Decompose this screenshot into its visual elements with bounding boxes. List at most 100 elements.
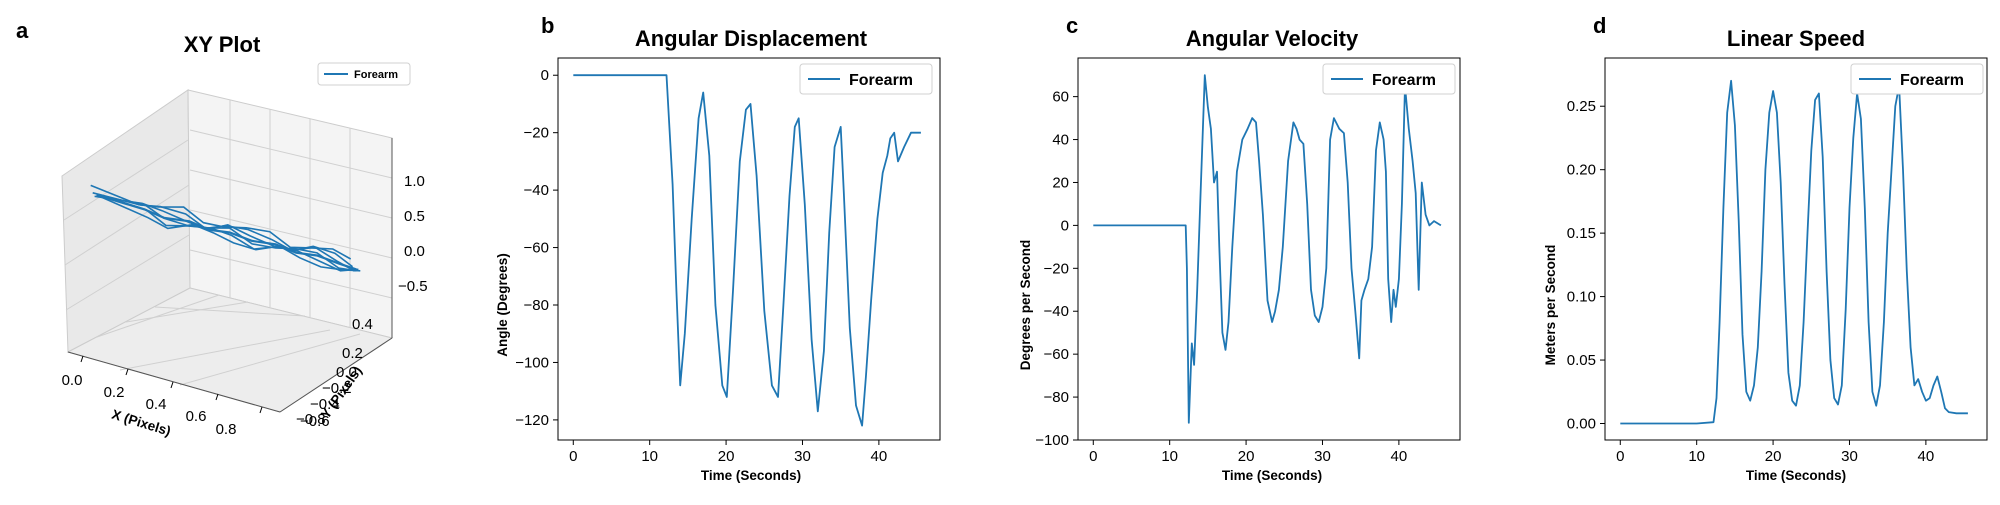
grid-line bbox=[125, 301, 249, 323]
x-tick-label: 0.8 bbox=[216, 421, 237, 438]
y-tick-label: −0.2 bbox=[322, 380, 352, 397]
x-tick bbox=[215, 393, 219, 401]
x-tick-label: 10 bbox=[1688, 448, 1705, 465]
z-tick-label: 0.0 bbox=[404, 243, 425, 260]
3d-axes-panes bbox=[61, 89, 394, 413]
y-tick-label: −40 bbox=[1044, 303, 1069, 320]
chart-title: Angular Velocity bbox=[1186, 26, 1359, 51]
grid-line bbox=[96, 294, 220, 338]
legend-label: Forearm bbox=[354, 69, 398, 81]
grid-line bbox=[189, 169, 393, 219]
legend: Forearm bbox=[1850, 63, 1984, 95]
legend-label: Forearm bbox=[849, 72, 913, 89]
plot-frame bbox=[557, 57, 941, 441]
y-tick-label: 0 bbox=[541, 67, 549, 84]
plot-frame bbox=[1604, 57, 1988, 441]
grid-line bbox=[119, 329, 331, 371]
series-line-forearm bbox=[1093, 74, 1442, 424]
plot-frame bbox=[1077, 57, 1461, 441]
x-tick bbox=[125, 368, 129, 376]
x-tick-label: 0.0 bbox=[62, 372, 83, 389]
y-tick-label: −0.6 bbox=[300, 413, 330, 430]
x-tick-label: 0.2 bbox=[104, 384, 125, 401]
chart-title: Linear Speed bbox=[1727, 26, 1865, 51]
y-tick-label: −0.8 bbox=[296, 411, 326, 428]
grid-line bbox=[65, 234, 190, 311]
grid-line bbox=[189, 249, 393, 299]
series-line-forearm bbox=[94, 195, 355, 272]
legend-box bbox=[799, 63, 933, 95]
y-tick-label: 0.15 bbox=[1567, 225, 1596, 242]
panel-c: c Angular Velocity 0 10 20 30 40 60 40 20 0 −20 −4… bbox=[1018, 13, 1461, 483]
panel-b: b Angular Displacement 0 10 20 30 40 0 −20 −40 −… bbox=[495, 13, 941, 483]
x-tick bbox=[170, 381, 174, 389]
plot-area: 0 10 20 30 40 0.25 0.20 0.15 0.10 0.05 0.00 bbox=[1567, 57, 1988, 465]
x-tick-label: 0.6 bbox=[186, 408, 207, 425]
series-line-forearm bbox=[96, 194, 357, 272]
legend-box bbox=[1322, 63, 1456, 95]
y-tick-label: 0.00 bbox=[1567, 416, 1596, 433]
y-tick-label: −20 bbox=[524, 125, 549, 142]
x-tick-label: 20 bbox=[718, 448, 735, 465]
x-tick-label: 10 bbox=[1161, 448, 1178, 465]
plot-area: 0 10 20 30 40 60 40 20 0 −20 −40 −60 −80 −100 bbox=[1035, 57, 1461, 465]
y-tick-label: 0.0 bbox=[336, 364, 357, 381]
grid-line bbox=[179, 333, 361, 386]
y-tick-label: −100 bbox=[515, 354, 549, 371]
y-tick-label: 0 bbox=[1061, 217, 1069, 234]
grid-line bbox=[189, 209, 393, 259]
grid-line bbox=[189, 129, 393, 179]
z-tick-label: 1.0 bbox=[404, 173, 425, 190]
x-axis-label: Time (Seconds) bbox=[1746, 468, 1846, 483]
plot-area: 0 10 20 30 40 0 −20 −40 −60 −80 −100 −120 bbox=[515, 57, 941, 465]
chart-title: Angular Displacement bbox=[635, 26, 868, 51]
y-tick-label: 0.2 bbox=[342, 345, 363, 362]
y-tick-label: −80 bbox=[524, 297, 549, 314]
x-axis-label: Time (Seconds) bbox=[1222, 468, 1322, 483]
y-tick-label: 60 bbox=[1052, 89, 1069, 106]
legend: Forearm bbox=[317, 62, 411, 86]
series-line-forearm bbox=[573, 74, 921, 427]
x-tick-label: 40 bbox=[1918, 448, 1935, 465]
y-tick-label: 40 bbox=[1052, 132, 1069, 149]
panel-letter: b bbox=[541, 13, 554, 38]
panel-letter: c bbox=[1066, 13, 1078, 38]
x-tick-label: 20 bbox=[1765, 448, 1782, 465]
grid-line bbox=[64, 184, 190, 266]
x-axis-line bbox=[67, 351, 281, 413]
y-axis-label: Degrees per Second bbox=[1018, 240, 1033, 371]
chart-title: XY Plot bbox=[184, 32, 261, 57]
x-tick-label: 30 bbox=[1841, 448, 1858, 465]
z-tick-label: 0.5 bbox=[404, 208, 425, 225]
panel-d: d Linear Speed 0 10 20 30 40 0.25 0.20 0.15 0.10… bbox=[1543, 13, 1988, 483]
x-tick-label: 40 bbox=[871, 448, 888, 465]
series-line-forearm bbox=[1620, 79, 1968, 425]
legend-box bbox=[317, 62, 411, 86]
grid-line bbox=[63, 139, 189, 221]
x-tick-label: 30 bbox=[794, 448, 811, 465]
y-tick-label: 0.20 bbox=[1567, 162, 1596, 179]
panel-letter: d bbox=[1593, 13, 1606, 38]
panel-a: a XY Plot bbox=[16, 18, 428, 439]
x-tick-label: 0.4 bbox=[146, 396, 167, 413]
series-line-forearm bbox=[99, 195, 361, 272]
x-tick-label: 0 bbox=[1616, 448, 1624, 465]
y-tick-label: −80 bbox=[1044, 389, 1069, 406]
x-axis-label: Time (Seconds) bbox=[701, 468, 801, 483]
y-tick-label: −60 bbox=[1044, 346, 1069, 363]
panel-letter: a bbox=[16, 18, 29, 43]
x-tick-label: 40 bbox=[1391, 448, 1408, 465]
legend-box bbox=[1850, 63, 1984, 95]
x-tick-label: 0 bbox=[1089, 448, 1097, 465]
y-tick-label: −60 bbox=[524, 240, 549, 257]
x-tick bbox=[259, 406, 263, 414]
y-tick-label: 0.10 bbox=[1567, 289, 1596, 306]
y-axis-label: Meters per Second bbox=[1543, 245, 1558, 366]
y-tick-label: 20 bbox=[1052, 174, 1069, 191]
y-axis-line bbox=[279, 337, 393, 413]
legend: Forearm bbox=[1322, 63, 1456, 95]
y-tick-label: −20 bbox=[1044, 260, 1069, 277]
y-tick-label: −0.4 bbox=[310, 396, 340, 413]
